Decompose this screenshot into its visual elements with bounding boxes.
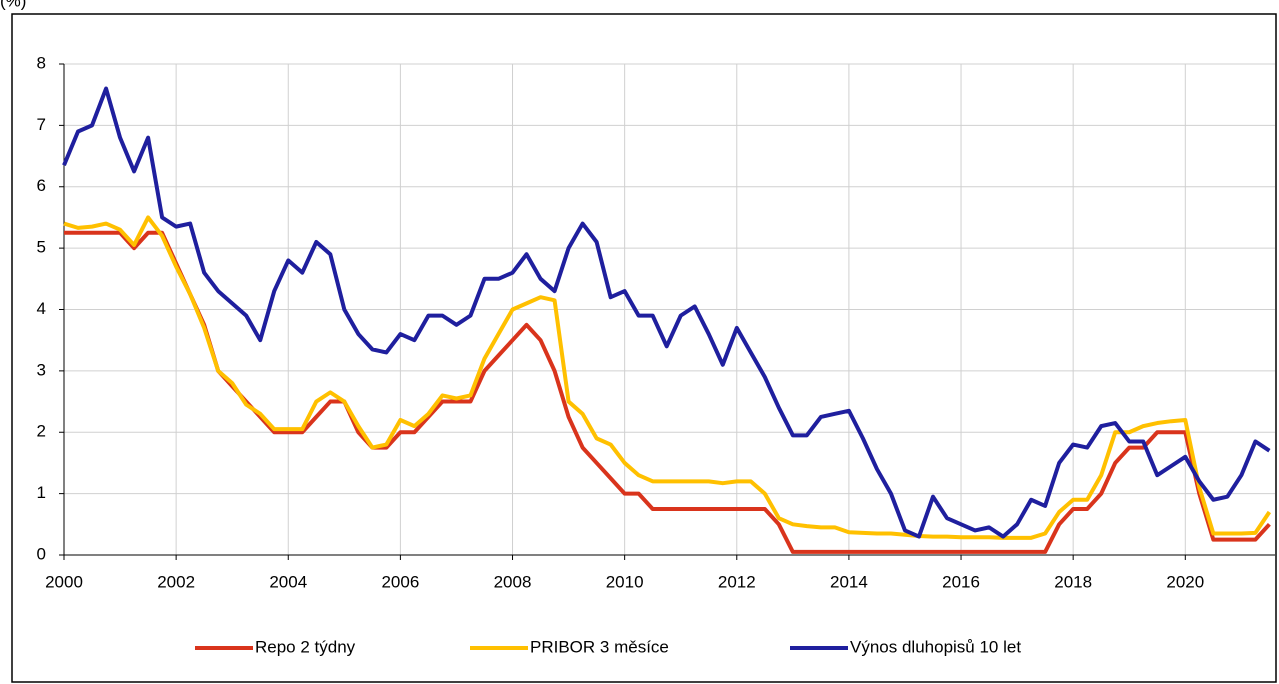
y-tick-label: 7	[37, 115, 46, 134]
y-tick-label: 3	[37, 360, 46, 379]
x-tick-label: 2018	[1054, 572, 1092, 591]
y-tick-label: 0	[37, 544, 46, 563]
x-tick-label: 2014	[830, 572, 868, 591]
x-tick-label: 2016	[942, 572, 980, 591]
x-tick-label: 2020	[1166, 572, 1204, 591]
y-tick-label: 4	[37, 299, 46, 318]
x-tick-label: 2004	[269, 572, 307, 591]
y-tick-label: 6	[37, 176, 46, 195]
line-series	[63, 215, 1272, 540]
legend-label: Výnos dluhopisů 10 let	[850, 637, 1021, 656]
line-series	[62, 86, 1271, 539]
y-tick-label: 1	[37, 483, 46, 502]
y-axis-label: (%)	[0, 0, 26, 10]
chart-frame	[11, 13, 1277, 683]
line-series	[64, 230, 1271, 554]
y-tick-label: 8	[37, 53, 46, 72]
y-tick-label: 2	[37, 422, 46, 441]
legend-label: PRIBOR 3 měsíce	[530, 637, 669, 656]
x-tick-label: 2012	[718, 572, 756, 591]
x-tick-label: 2006	[381, 572, 419, 591]
x-tick-label: 2000	[45, 572, 83, 591]
y-tick-label: 5	[37, 238, 46, 257]
x-tick-label: 2008	[494, 572, 532, 591]
x-tick-label: 2010	[606, 572, 644, 591]
legend-label: Repo 2 týdny	[255, 637, 356, 656]
x-tick-label: 2002	[157, 572, 195, 591]
